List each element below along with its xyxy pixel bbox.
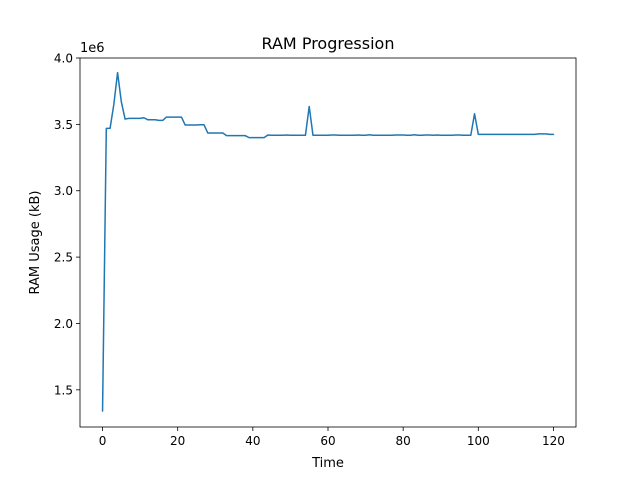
y-tick-label: 1.5: [54, 383, 73, 397]
x-tick-label: 60: [320, 434, 335, 448]
y-tick-label: 2.0: [54, 317, 73, 331]
y-tick-label: 3.0: [54, 184, 73, 198]
chart-title: RAM Progression: [262, 34, 395, 53]
x-axis-label: Time: [311, 456, 344, 471]
x-axis-ticks: 0 20 40 60 80 100 120: [99, 427, 565, 448]
y-axis-offset-label: 1e6: [80, 41, 105, 56]
y-tick-label: 3.5: [54, 118, 73, 132]
series-line: [101, 71, 555, 412]
plot-area-frame: [79, 57, 577, 428]
x-tick-label: 80: [396, 434, 411, 448]
y-tick-label: 2.5: [54, 251, 73, 265]
x-tick-label: 20: [170, 434, 185, 448]
x-tick-label: 100: [467, 434, 490, 448]
x-tick-label: 120: [542, 434, 565, 448]
y-axis-ticks: 1.5 2.0 2.5 3.0 3.5 4.0: [54, 52, 80, 397]
x-tick-label: 40: [245, 434, 260, 448]
y-tick-label: 4.0: [54, 52, 73, 66]
x-tick-label: 0: [99, 434, 107, 448]
y-axis-label: RAM Usage (kB): [28, 191, 43, 295]
